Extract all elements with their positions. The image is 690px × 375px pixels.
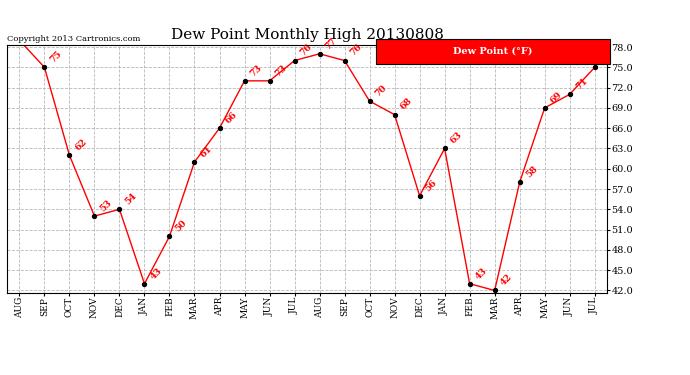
Text: 71: 71 <box>574 76 589 92</box>
Text: 76: 76 <box>299 42 314 58</box>
Point <box>289 57 300 63</box>
Text: 43: 43 <box>148 266 164 281</box>
Point <box>64 152 75 158</box>
Text: 69: 69 <box>549 90 564 105</box>
Text: 79: 79 <box>0 374 1 375</box>
Text: 61: 61 <box>199 144 214 159</box>
Text: 76: 76 <box>348 42 364 58</box>
Text: Copyright 2013 Cartronics.com: Copyright 2013 Cartronics.com <box>7 34 140 42</box>
Point <box>389 112 400 118</box>
Point <box>189 159 200 165</box>
Point <box>114 206 125 212</box>
Point <box>439 146 450 152</box>
Text: 50: 50 <box>174 219 189 234</box>
Point <box>14 37 25 43</box>
Point <box>514 179 525 185</box>
Title: Dew Point Monthly High 20130808: Dew Point Monthly High 20130808 <box>170 28 444 42</box>
Text: 63: 63 <box>448 130 464 146</box>
Point <box>164 233 175 239</box>
Text: 62: 62 <box>74 137 89 153</box>
Text: Dew Point (°F): Dew Point (°F) <box>453 47 533 56</box>
Text: 42: 42 <box>499 273 514 288</box>
Text: 75: 75 <box>48 50 63 64</box>
Point <box>539 105 550 111</box>
Text: 66: 66 <box>224 110 239 125</box>
Point <box>589 64 600 70</box>
Point <box>39 64 50 70</box>
Text: 73: 73 <box>274 63 289 78</box>
Point <box>139 281 150 287</box>
Point <box>489 288 500 294</box>
Text: 56: 56 <box>424 178 439 193</box>
FancyBboxPatch shape <box>376 39 610 63</box>
Point <box>364 98 375 104</box>
Text: 77: 77 <box>324 36 339 51</box>
Point <box>464 281 475 287</box>
Text: 73: 73 <box>248 63 264 78</box>
Text: 58: 58 <box>524 164 539 180</box>
Text: 70: 70 <box>374 83 389 98</box>
Text: 75: 75 <box>599 50 614 64</box>
Text: 53: 53 <box>99 198 114 213</box>
Point <box>214 125 225 131</box>
Text: 68: 68 <box>399 96 414 112</box>
Text: 54: 54 <box>124 191 139 207</box>
Point <box>314 51 325 57</box>
Point <box>264 78 275 84</box>
Point <box>89 213 100 219</box>
Text: 43: 43 <box>474 266 489 281</box>
Point <box>414 193 425 199</box>
Point <box>239 78 250 84</box>
Point <box>339 57 350 63</box>
Point <box>564 92 575 98</box>
